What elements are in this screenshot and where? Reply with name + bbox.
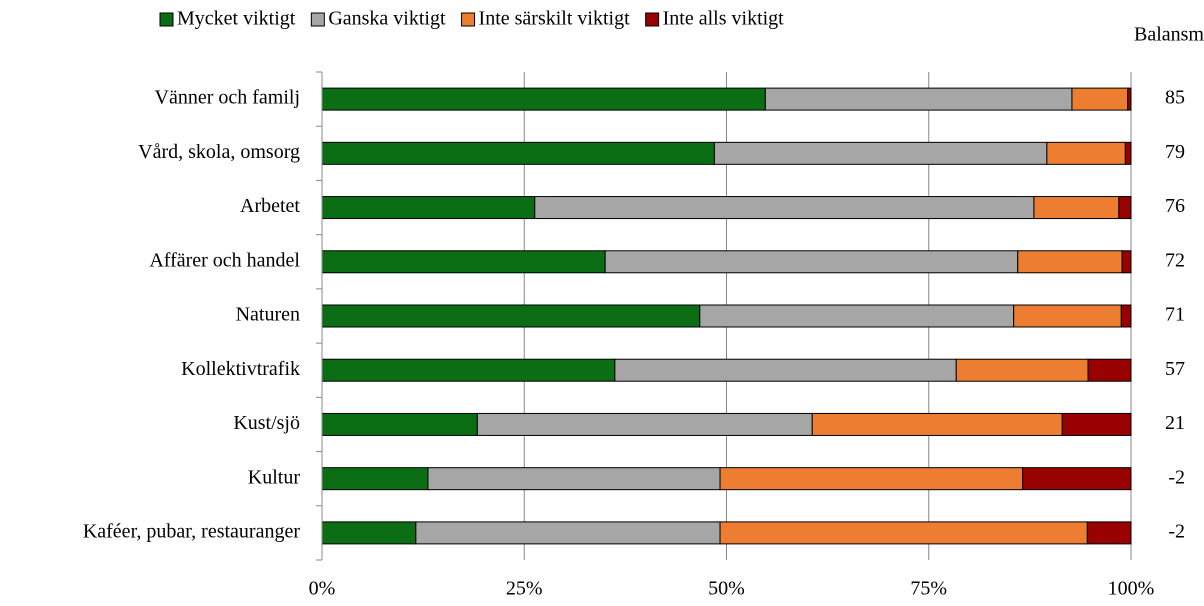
legend-label: Inte alls viktigt xyxy=(663,8,785,30)
legend-label: Ganska viktigt xyxy=(328,8,446,30)
y-tick-label: Affärer och handel xyxy=(149,249,300,271)
bar-segment xyxy=(1124,141,1132,165)
x-tick-label: 0% xyxy=(309,578,336,600)
balance-value: 71 xyxy=(1165,304,1185,326)
balance-header: Balansm xyxy=(1134,24,1204,46)
y-tick-label: Kollektivtrafik xyxy=(181,358,300,380)
legend-swatch xyxy=(159,12,174,27)
bar-segment xyxy=(604,250,1019,274)
bar-segment xyxy=(955,358,1089,382)
bar-segment xyxy=(713,141,1048,165)
bar-segment xyxy=(1087,358,1132,382)
bar-segment xyxy=(321,304,701,328)
bar-segment xyxy=(321,141,715,165)
y-tick-label: Vård, skola, omsorg xyxy=(138,141,300,163)
bar-segment xyxy=(1118,196,1132,220)
balance-value: 76 xyxy=(1165,195,1185,217)
bar-segment xyxy=(1046,141,1126,165)
balance-value: -2 xyxy=(1168,520,1185,542)
bar-segment xyxy=(1033,196,1120,220)
legend-swatch xyxy=(310,12,325,27)
bar-segment xyxy=(719,521,1088,545)
legend-label: Inte särskilt viktigt xyxy=(479,8,631,30)
bar-segment xyxy=(1086,521,1132,545)
balance-value: 21 xyxy=(1165,412,1185,434)
y-tick-label: Naturen xyxy=(236,304,300,326)
balance-value: 85 xyxy=(1165,87,1185,109)
bar-segment xyxy=(427,467,721,491)
bar-segment xyxy=(1022,467,1132,491)
legend-swatch xyxy=(645,12,660,27)
bar-segment xyxy=(1120,304,1132,328)
bar-segment xyxy=(321,358,616,382)
bar-segment xyxy=(321,87,766,111)
bar-segment xyxy=(699,304,1015,328)
balance-value: 72 xyxy=(1165,249,1185,271)
bar-segment xyxy=(321,467,429,491)
bar-segment xyxy=(719,467,1024,491)
y-tick-label: Vänner och familj xyxy=(155,87,301,109)
bar-segment xyxy=(1013,304,1122,328)
y-tick-label: Kust/sjö xyxy=(233,412,300,434)
legend-label: Mycket viktigt xyxy=(177,8,296,30)
x-tick-label: 50% xyxy=(708,578,745,600)
y-tick-label: Kaféer, pubar, restauranger xyxy=(83,520,300,542)
bar-segment xyxy=(811,412,1063,436)
balance-value: 79 xyxy=(1165,141,1185,163)
bar-segment xyxy=(321,196,536,220)
bar-segment xyxy=(614,358,957,382)
y-tick-label: Arbetet xyxy=(240,195,300,217)
x-tick-label: 75% xyxy=(910,578,947,600)
bar-segment xyxy=(1061,412,1132,436)
bar-segment xyxy=(321,412,478,436)
bar-segment xyxy=(476,412,813,436)
legend-swatch xyxy=(461,12,476,27)
bar-segment xyxy=(321,250,606,274)
bar-segment xyxy=(1017,250,1123,274)
x-tick-label: 100% xyxy=(1108,578,1155,600)
bar-segment xyxy=(321,521,417,545)
bar-segment xyxy=(1127,87,1132,111)
x-tick-label: 25% xyxy=(506,578,543,600)
bar-segment xyxy=(764,87,1073,111)
balance-value: 57 xyxy=(1165,358,1185,380)
bar-segment xyxy=(534,196,1035,220)
bar-segment xyxy=(1121,250,1132,274)
balance-value: -2 xyxy=(1168,466,1185,488)
bar-segment xyxy=(1071,87,1129,111)
bar-segment xyxy=(415,521,721,545)
y-tick-label: Kultur xyxy=(248,466,301,488)
